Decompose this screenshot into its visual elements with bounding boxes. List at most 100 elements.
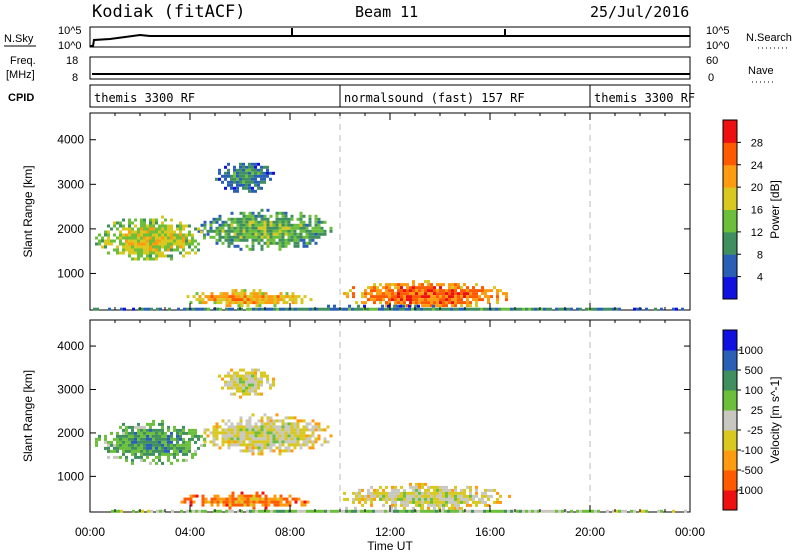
echo-cell (233, 371, 236, 375)
echo-cell (267, 500, 271, 504)
echo-cell (314, 220, 318, 224)
echo-cell (143, 431, 146, 435)
echo-cell (302, 431, 306, 435)
echo-cell (308, 214, 312, 218)
echo-cell (245, 177, 248, 181)
echo-cell (507, 509, 510, 513)
echo-cell (161, 446, 164, 450)
echo-cell (454, 488, 457, 492)
echo-cell (300, 509, 303, 513)
x-tick-label: 04:00 (175, 525, 205, 539)
echo-cell (466, 295, 469, 299)
echo-cell (391, 283, 394, 287)
echo-cell (249, 503, 253, 507)
echo-cell (249, 292, 253, 296)
echo-cell (418, 286, 421, 290)
echo-cell (430, 503, 433, 507)
echo-cell (137, 449, 140, 453)
echo-cell (158, 455, 161, 459)
echo-cell (505, 295, 508, 299)
echo-cell (161, 440, 164, 444)
echo-cell (290, 434, 294, 438)
echo-cell (496, 497, 499, 501)
echo-cell (279, 307, 282, 311)
echo-cell (240, 289, 244, 293)
echo-cell (403, 503, 406, 507)
echo-cell (191, 248, 194, 252)
echo-cell (296, 431, 300, 435)
echo-cell (254, 437, 258, 441)
echo-cell (305, 223, 309, 227)
echo-cell (161, 452, 164, 456)
echo-cell (299, 226, 303, 230)
echo-cell (251, 386, 254, 390)
echo-cell (218, 217, 222, 221)
echo-cell (201, 292, 205, 296)
echo-cell (612, 509, 615, 513)
echo-cell (418, 497, 421, 501)
echo-cell (128, 254, 131, 258)
echo-cell (239, 180, 242, 184)
echo-cell (152, 218, 155, 222)
echo-cell (239, 395, 242, 399)
echo-cell (239, 238, 243, 242)
echo-cell (245, 437, 249, 441)
echo-cell (234, 289, 238, 293)
echo-cell (191, 431, 194, 435)
echo-cell (173, 443, 176, 447)
echo-cell (257, 171, 260, 175)
echo-cell (245, 419, 249, 423)
echo-cell (242, 174, 245, 178)
echo-cell (302, 443, 306, 447)
echo-cell (239, 168, 242, 172)
echo-cell (210, 497, 214, 501)
echo-cell (400, 292, 403, 296)
echo-cell (302, 419, 306, 423)
echo-cell (188, 224, 191, 228)
echo-cell (167, 242, 170, 246)
echo-cell (257, 183, 260, 187)
echo-cell (367, 488, 370, 492)
echo-cell (460, 500, 463, 504)
echo-cell (266, 380, 269, 384)
echo-cell (320, 220, 324, 224)
echo-cell (218, 214, 222, 218)
echo-cell (236, 220, 240, 224)
echo-cell (251, 220, 255, 224)
colorbar-label: Power [dB] (768, 180, 782, 239)
echo-cell (110, 431, 113, 435)
echo-cell (276, 500, 280, 504)
echo-cell (209, 431, 213, 435)
echo-cell (215, 232, 219, 236)
echo-cell (263, 232, 267, 236)
echo-cell (167, 437, 170, 441)
echo-cell (260, 186, 263, 190)
echo-cell (212, 425, 216, 429)
echo-cell (436, 283, 439, 287)
echo-cell (206, 232, 210, 236)
echo-cell (245, 374, 248, 378)
echo-cell (222, 497, 226, 501)
echo-cell (367, 491, 370, 495)
echo-cell (245, 214, 249, 218)
echo-cell (116, 236, 119, 240)
echo-cell (245, 171, 248, 175)
echo-cell (128, 236, 131, 240)
echo-cell (248, 374, 251, 378)
echo-cell (249, 298, 253, 302)
echo-cell (251, 446, 255, 450)
echo-cell (463, 491, 466, 495)
beam-title: Beam 11 (355, 3, 418, 21)
echo-cell (140, 434, 143, 438)
echo-cell (188, 242, 191, 246)
echo-cell (299, 238, 303, 242)
echo-cell (540, 307, 543, 311)
echo-cell (505, 298, 508, 302)
echo-cell (221, 428, 225, 432)
echo-cell (309, 298, 313, 302)
echo-cell (609, 307, 612, 311)
echo-cell (272, 223, 276, 227)
echo-cell (98, 242, 101, 246)
echo-cell (278, 247, 282, 251)
echo-cell (475, 298, 478, 302)
